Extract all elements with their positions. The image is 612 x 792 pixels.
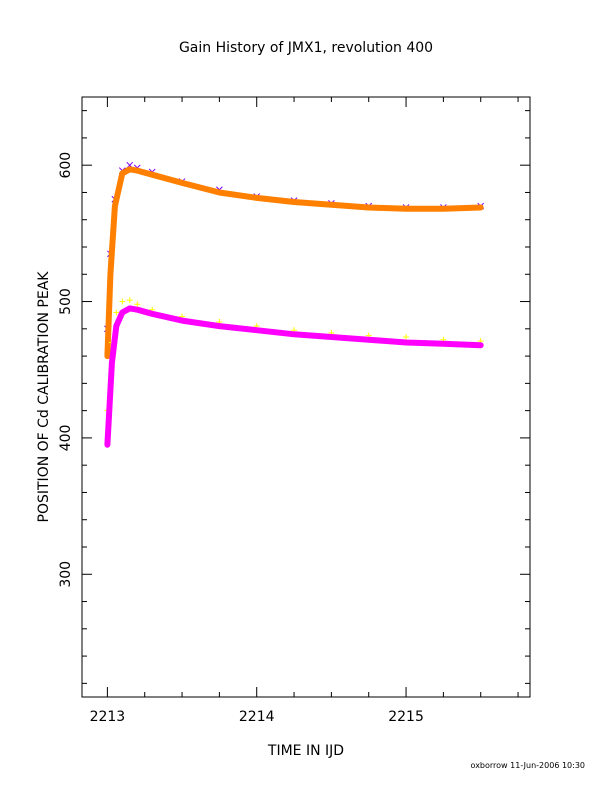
y-tick-label: 300 — [58, 561, 74, 588]
data-point — [126, 297, 133, 304]
x-tick-label: 2214 — [239, 709, 275, 725]
x-tick-label: 2213 — [90, 709, 126, 725]
plot-frame — [81, 96, 531, 698]
axes: 2213 2214 2215 300 400 500 600 — [58, 97, 530, 725]
series-3 — [104, 305, 484, 448]
y-axis-label: POSITION OF Cd CALIBRATION PEAK — [36, 271, 52, 523]
data-point — [134, 301, 141, 308]
series-line — [104, 305, 484, 448]
y-tick-label: 400 — [58, 425, 74, 452]
y-tick-label: 600 — [58, 152, 74, 179]
series-line — [104, 166, 484, 360]
footer-credit: oxborrow 11-Jun-2006 10:30 — [471, 761, 585, 770]
x-tick-label: 2215 — [388, 709, 424, 725]
series-0 — [104, 161, 485, 333]
series-1 — [104, 166, 484, 360]
plot-marks — [104, 161, 485, 448]
x-axis-label: TIME IN IJD — [267, 743, 344, 759]
data-point — [403, 334, 410, 340]
data-point — [119, 298, 126, 305]
chart-title: Gain History of JMX1, revolution 400 — [179, 40, 433, 56]
data-point — [113, 309, 120, 316]
y-tick-label: 500 — [58, 288, 74, 315]
